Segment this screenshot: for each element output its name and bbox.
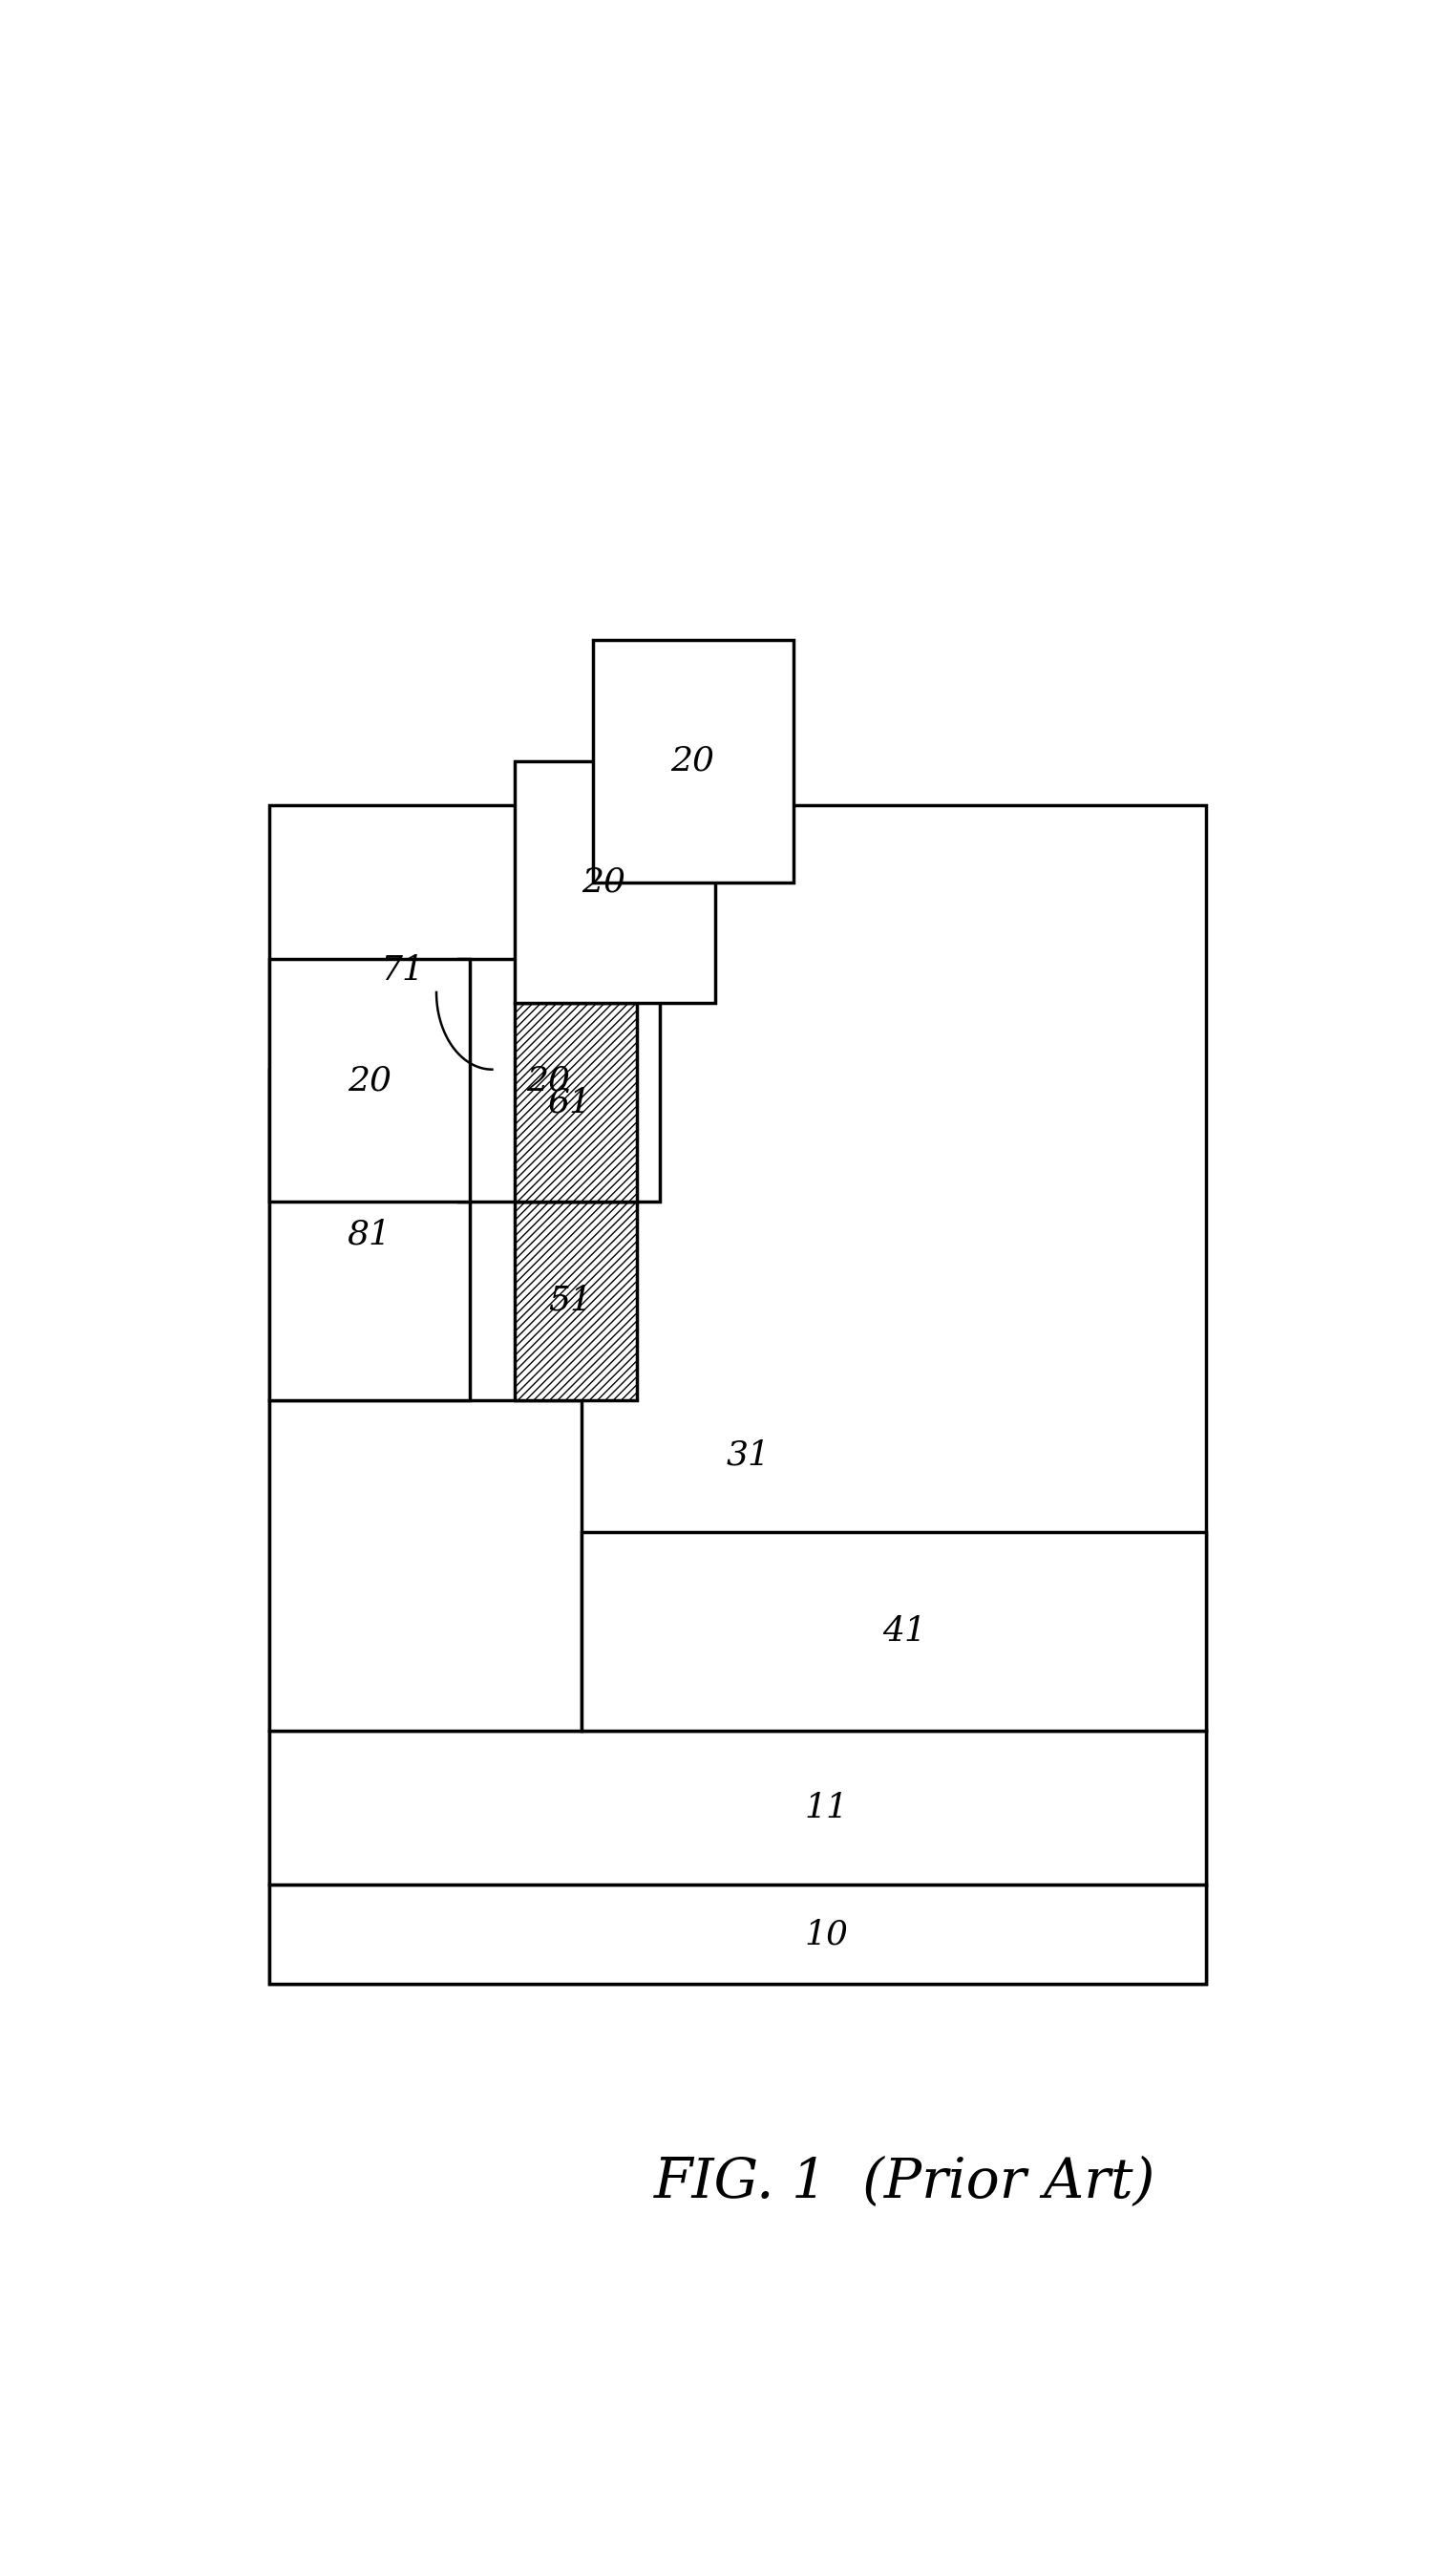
Bar [515,1200,637,1401]
Bar [269,1069,469,1401]
Text: 20: 20 [347,1064,391,1097]
Bar [269,958,469,1200]
Text: 31: 31 [727,1440,771,1471]
Bar [269,1731,1206,1886]
Text: FIG. 1  (Prior Art): FIG. 1 (Prior Art) [653,2156,1156,2210]
Bar [459,958,659,1200]
Bar [593,639,793,881]
Text: 41: 41 [882,1615,927,1649]
Text: 10: 10 [804,1919,849,1950]
Text: 51: 51 [548,1285,593,1316]
Text: 20: 20 [581,866,626,899]
Text: 81: 81 [347,1218,391,1252]
Bar [515,760,715,1002]
Bar [515,1002,637,1200]
Text: 71: 71 [381,953,425,987]
Bar [581,1533,1206,1731]
Bar [269,1401,581,1731]
Text: 20: 20 [525,1064,570,1097]
Text: 61: 61 [548,1087,593,1118]
Bar [269,1886,1206,1984]
Bar [269,804,1206,1984]
Text: 20: 20 [671,744,715,778]
Text: 11: 11 [804,1790,849,1824]
